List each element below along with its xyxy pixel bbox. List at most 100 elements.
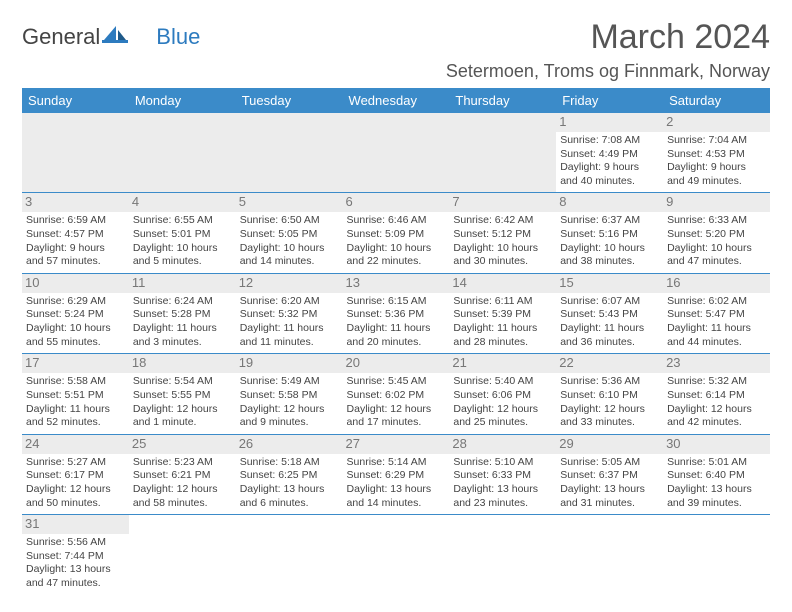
- day-sunrise: Sunrise: 5:10 AM: [453, 456, 552, 470]
- day-day2: and 1 minute.: [133, 416, 232, 430]
- day-sunrise: Sunrise: 6:29 AM: [26, 295, 125, 309]
- day-sunrise: Sunrise: 5:58 AM: [26, 375, 125, 389]
- day-number: 21: [449, 354, 556, 373]
- weekday-header: Sunday: [22, 88, 129, 113]
- day-number: 17: [22, 354, 129, 373]
- calendar-row: 17Sunrise: 5:58 AMSunset: 5:51 PMDayligh…: [22, 354, 770, 434]
- day-day1: Daylight: 9 hours: [560, 161, 659, 175]
- day-number: 19: [236, 354, 343, 373]
- calendar-cell: 22Sunrise: 5:36 AMSunset: 6:10 PMDayligh…: [556, 354, 663, 434]
- day-sunrise: Sunrise: 5:27 AM: [26, 456, 125, 470]
- day-sunrise: Sunrise: 6:07 AM: [560, 295, 659, 309]
- day-day2: and 47 minutes.: [26, 577, 125, 591]
- day-sunrise: Sunrise: 5:01 AM: [667, 456, 766, 470]
- weekday-header-row: SundayMondayTuesdayWednesdayThursdayFrid…: [22, 88, 770, 113]
- day-number: 25: [129, 435, 236, 454]
- calendar-cell: 6Sunrise: 6:46 AMSunset: 5:09 PMDaylight…: [343, 193, 450, 273]
- calendar-cell: 10Sunrise: 6:29 AMSunset: 5:24 PMDayligh…: [22, 273, 129, 353]
- weekday-header: Friday: [556, 88, 663, 113]
- day-sunset: Sunset: 6:25 PM: [240, 469, 339, 483]
- calendar-row: 3Sunrise: 6:59 AMSunset: 4:57 PMDaylight…: [22, 193, 770, 273]
- calendar-cell: 4Sunrise: 6:55 AMSunset: 5:01 PMDaylight…: [129, 193, 236, 273]
- day-day2: and 55 minutes.: [26, 336, 125, 350]
- day-number: 10: [22, 274, 129, 293]
- day-number: 12: [236, 274, 343, 293]
- day-day1: Daylight: 10 hours: [560, 242, 659, 256]
- day-day2: and 28 minutes.: [453, 336, 552, 350]
- day-day1: Daylight: 10 hours: [133, 242, 232, 256]
- day-number: 26: [236, 435, 343, 454]
- day-number: 23: [663, 354, 770, 373]
- day-number: 13: [343, 274, 450, 293]
- calendar-cell: 15Sunrise: 6:07 AMSunset: 5:43 PMDayligh…: [556, 273, 663, 353]
- day-sunset: Sunset: 5:58 PM: [240, 389, 339, 403]
- day-sunrise: Sunrise: 5:36 AM: [560, 375, 659, 389]
- day-day1: Daylight: 13 hours: [26, 563, 125, 577]
- day-sunrise: Sunrise: 5:54 AM: [133, 375, 232, 389]
- day-sunset: Sunset: 6:33 PM: [453, 469, 552, 483]
- logo: General Blue: [22, 24, 200, 50]
- day-day1: Daylight: 11 hours: [560, 322, 659, 336]
- day-day2: and 31 minutes.: [560, 497, 659, 511]
- day-sunrise: Sunrise: 6:46 AM: [347, 214, 446, 228]
- calendar-cell: 2Sunrise: 7:04 AMSunset: 4:53 PMDaylight…: [663, 113, 770, 193]
- day-day2: and 49 minutes.: [667, 175, 766, 189]
- day-sunset: Sunset: 4:49 PM: [560, 148, 659, 162]
- day-sunrise: Sunrise: 6:42 AM: [453, 214, 552, 228]
- calendar-cell: [663, 515, 770, 595]
- day-sunrise: Sunrise: 5:23 AM: [133, 456, 232, 470]
- calendar-cell: 7Sunrise: 6:42 AMSunset: 5:12 PMDaylight…: [449, 193, 556, 273]
- day-sunset: Sunset: 5:47 PM: [667, 308, 766, 322]
- day-day2: and 47 minutes.: [667, 255, 766, 269]
- day-sunset: Sunset: 5:36 PM: [347, 308, 446, 322]
- day-sunset: Sunset: 5:39 PM: [453, 308, 552, 322]
- calendar-cell: [22, 113, 129, 193]
- calendar-cell: 11Sunrise: 6:24 AMSunset: 5:28 PMDayligh…: [129, 273, 236, 353]
- day-number: 6: [343, 193, 450, 212]
- calendar-cell: [236, 113, 343, 193]
- weekday-header: Saturday: [663, 88, 770, 113]
- day-day2: and 33 minutes.: [560, 416, 659, 430]
- weekday-header: Monday: [129, 88, 236, 113]
- day-number: 5: [236, 193, 343, 212]
- calendar-body: 1Sunrise: 7:08 AMSunset: 4:49 PMDaylight…: [22, 113, 770, 595]
- calendar-cell: 21Sunrise: 5:40 AMSunset: 6:06 PMDayligh…: [449, 354, 556, 434]
- logo-text-b: Blue: [156, 24, 200, 50]
- day-day2: and 39 minutes.: [667, 497, 766, 511]
- day-sunset: Sunset: 5:28 PM: [133, 308, 232, 322]
- day-day2: and 57 minutes.: [26, 255, 125, 269]
- day-number: 11: [129, 274, 236, 293]
- day-sunrise: Sunrise: 5:49 AM: [240, 375, 339, 389]
- day-number: 1: [556, 113, 663, 132]
- calendar-cell: 23Sunrise: 5:32 AMSunset: 6:14 PMDayligh…: [663, 354, 770, 434]
- day-day1: Daylight: 10 hours: [667, 242, 766, 256]
- day-day2: and 40 minutes.: [560, 175, 659, 189]
- calendar-cell: 8Sunrise: 6:37 AMSunset: 5:16 PMDaylight…: [556, 193, 663, 273]
- day-number: 27: [343, 435, 450, 454]
- day-sunset: Sunset: 6:14 PM: [667, 389, 766, 403]
- calendar-cell: [129, 515, 236, 595]
- day-day1: Daylight: 12 hours: [26, 483, 125, 497]
- day-sunset: Sunset: 7:44 PM: [26, 550, 125, 564]
- calendar-cell: [343, 515, 450, 595]
- day-day2: and 17 minutes.: [347, 416, 446, 430]
- day-number: 29: [556, 435, 663, 454]
- calendar-cell: 29Sunrise: 5:05 AMSunset: 6:37 PMDayligh…: [556, 434, 663, 514]
- calendar-cell: [129, 113, 236, 193]
- day-sunrise: Sunrise: 7:04 AM: [667, 134, 766, 148]
- day-day1: Daylight: 10 hours: [240, 242, 339, 256]
- calendar-row: 31Sunrise: 5:56 AMSunset: 7:44 PMDayligh…: [22, 515, 770, 595]
- calendar-cell: 28Sunrise: 5:10 AMSunset: 6:33 PMDayligh…: [449, 434, 556, 514]
- day-day1: Daylight: 10 hours: [453, 242, 552, 256]
- day-sunrise: Sunrise: 6:33 AM: [667, 214, 766, 228]
- day-sunset: Sunset: 6:17 PM: [26, 469, 125, 483]
- day-sunrise: Sunrise: 5:40 AM: [453, 375, 552, 389]
- day-day1: Daylight: 11 hours: [240, 322, 339, 336]
- day-day1: Daylight: 9 hours: [26, 242, 125, 256]
- day-sunset: Sunset: 5:16 PM: [560, 228, 659, 242]
- calendar-cell: 31Sunrise: 5:56 AMSunset: 7:44 PMDayligh…: [22, 515, 129, 595]
- day-day2: and 23 minutes.: [453, 497, 552, 511]
- day-sunset: Sunset: 5:24 PM: [26, 308, 125, 322]
- day-day2: and 52 minutes.: [26, 416, 125, 430]
- day-sunset: Sunset: 5:01 PM: [133, 228, 232, 242]
